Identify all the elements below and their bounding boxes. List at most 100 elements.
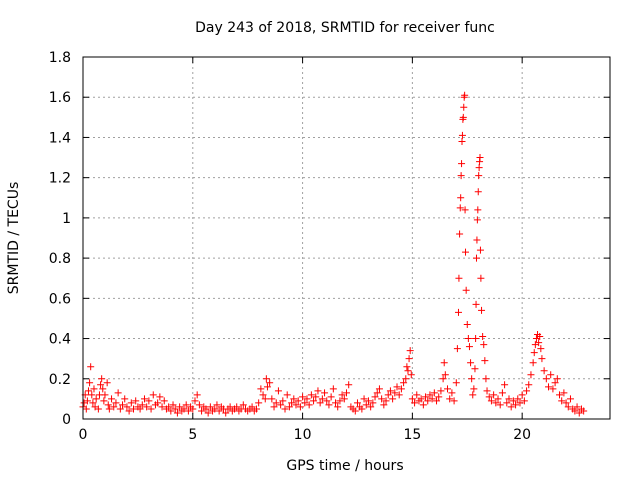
data-point	[88, 391, 96, 399]
data-point	[259, 391, 267, 399]
data-point	[475, 164, 483, 172]
data-point	[472, 335, 480, 343]
data-point	[476, 154, 484, 162]
data-point	[386, 387, 394, 395]
data-point	[285, 403, 293, 411]
data-point	[463, 320, 471, 328]
data-point	[566, 395, 574, 403]
data-point	[279, 397, 287, 405]
data-point	[193, 391, 201, 399]
data-point	[525, 381, 533, 389]
data-point	[472, 254, 480, 262]
data-point	[435, 393, 443, 401]
data-point	[145, 397, 153, 405]
data-point	[487, 397, 495, 405]
data-point	[84, 387, 92, 395]
x-axis-label: GPS time / hours	[286, 458, 403, 474]
data-point	[476, 246, 484, 254]
data-point	[369, 399, 377, 407]
data-point	[458, 160, 466, 168]
data-point	[325, 401, 333, 409]
data-point	[99, 385, 107, 393]
data-point	[156, 393, 164, 401]
data-point	[97, 381, 105, 389]
data-point	[86, 379, 94, 387]
data-point	[542, 375, 550, 383]
data-point	[485, 393, 493, 401]
data-point	[473, 236, 481, 244]
data-point	[480, 341, 488, 349]
data-point	[468, 375, 476, 383]
data-point	[82, 405, 90, 413]
data-point	[507, 403, 515, 411]
data-point	[154, 399, 162, 407]
data-point	[571, 407, 579, 415]
data-point	[536, 333, 544, 341]
data-point	[211, 405, 219, 413]
data-point	[281, 405, 289, 413]
data-point	[149, 391, 157, 399]
data-point	[402, 375, 410, 383]
data-point	[547, 371, 555, 379]
data-point	[391, 389, 399, 397]
data-point	[329, 385, 337, 393]
data-point	[560, 389, 568, 397]
data-point	[132, 397, 140, 405]
x-tick-label: 0	[79, 427, 88, 443]
data-point	[457, 194, 465, 202]
data-point	[462, 248, 470, 256]
x-tick-label: 10	[294, 427, 312, 443]
data-point	[360, 395, 368, 403]
data-point	[523, 387, 531, 395]
data-point	[458, 131, 466, 139]
data-point	[136, 405, 144, 413]
data-point	[407, 371, 415, 379]
data-point	[114, 389, 122, 397]
data-point	[340, 395, 348, 403]
data-point	[477, 274, 485, 282]
y-tick-label: 1.8	[49, 50, 71, 66]
data-point	[176, 403, 184, 411]
data-point	[426, 391, 434, 399]
data-point	[299, 393, 307, 401]
data-point	[364, 397, 372, 405]
data-point	[433, 397, 441, 405]
data-point	[262, 375, 270, 383]
data-point	[384, 391, 392, 399]
data-point	[310, 397, 318, 405]
data-point	[171, 405, 179, 413]
data-point	[516, 399, 524, 407]
data-point	[87, 363, 95, 371]
data-point	[292, 401, 300, 409]
data-point	[540, 367, 548, 375]
data-point	[165, 403, 173, 411]
data-point	[373, 389, 381, 397]
y-tick-label: 0.6	[49, 291, 71, 307]
data-point	[382, 397, 390, 405]
data-point	[105, 405, 113, 413]
data-point	[474, 206, 482, 214]
data-point	[545, 383, 553, 391]
data-point	[537, 345, 545, 353]
data-point	[474, 188, 482, 196]
data-point	[255, 399, 263, 407]
data-point	[296, 403, 304, 411]
data-point	[143, 403, 151, 411]
data-point	[514, 395, 522, 403]
data-point	[473, 216, 481, 224]
data-point	[283, 391, 291, 399]
y-tick-label: 1.6	[49, 90, 71, 106]
data-point	[389, 395, 397, 403]
data-point	[469, 391, 477, 399]
data-point	[461, 206, 469, 214]
data-point	[138, 401, 146, 409]
x-tick-label: 20	[513, 427, 531, 443]
data-point	[294, 397, 302, 405]
data-point	[94, 405, 102, 413]
data-point	[375, 385, 383, 393]
data-point	[413, 391, 421, 399]
data-point	[98, 375, 106, 383]
data-point	[104, 401, 112, 409]
data-point	[314, 387, 322, 395]
